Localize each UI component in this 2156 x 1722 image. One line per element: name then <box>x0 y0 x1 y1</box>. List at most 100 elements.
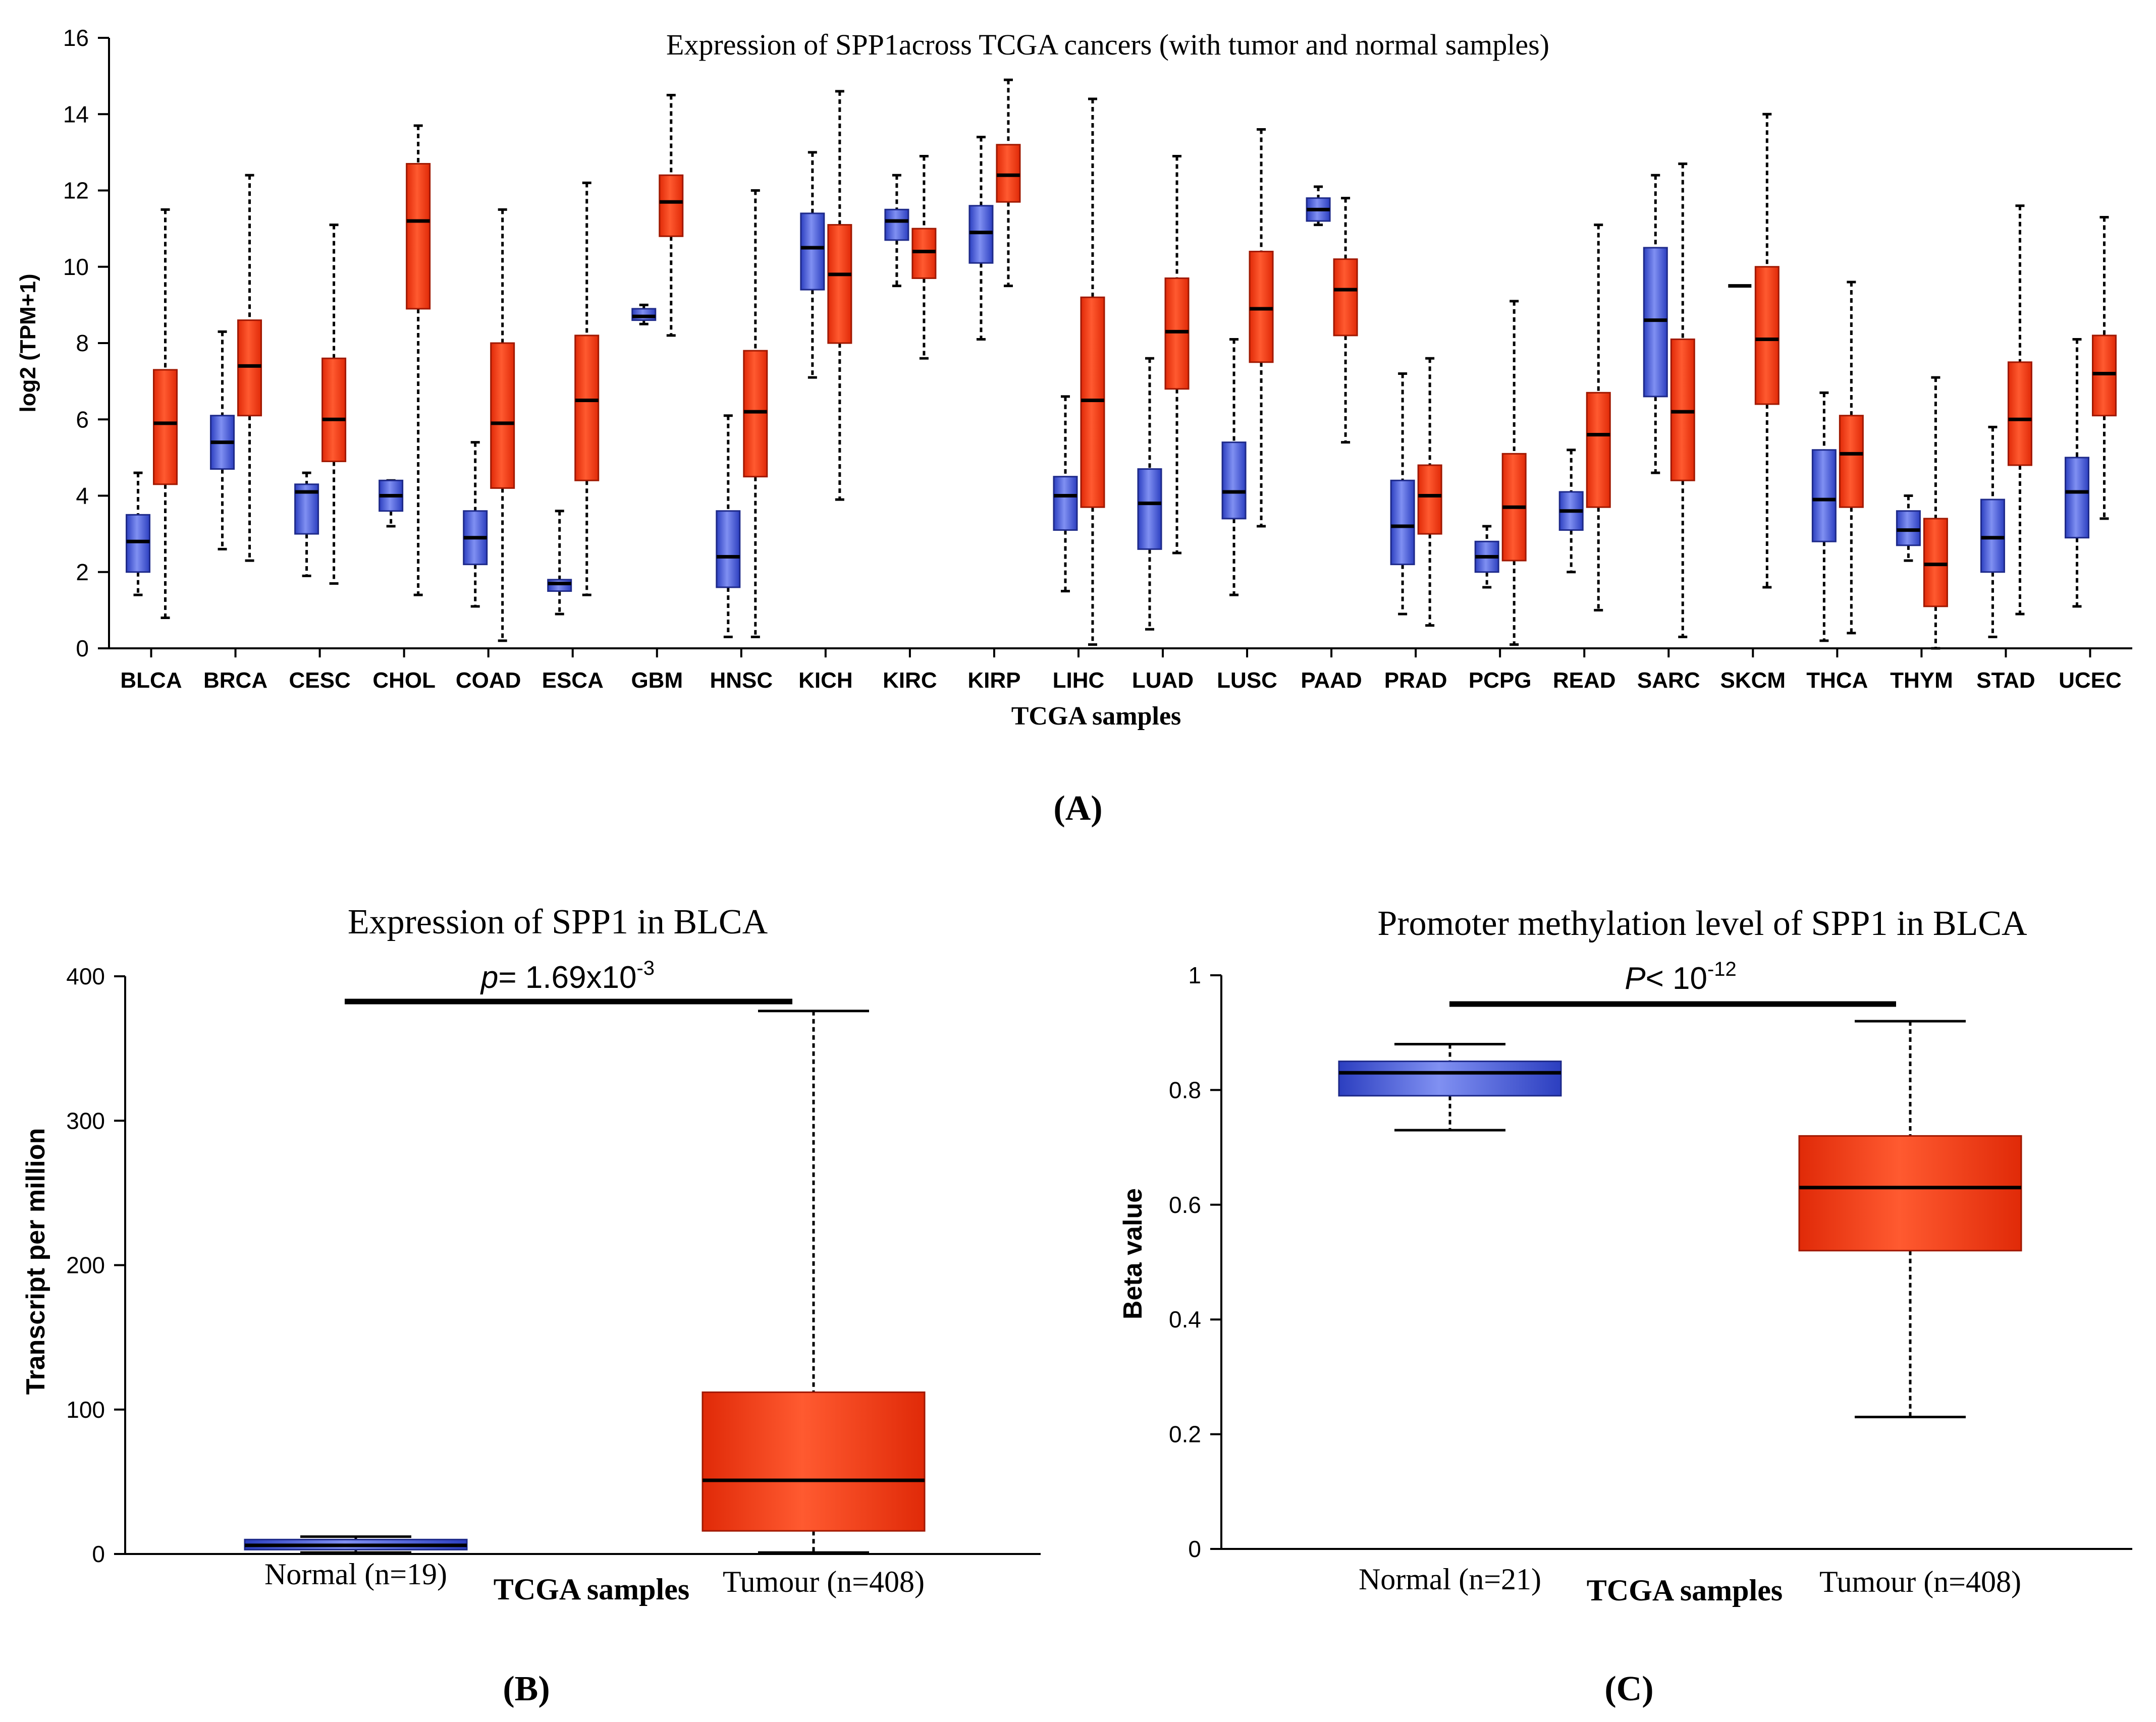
chart-c-y-tick-label: 0.2 <box>1169 1421 1201 1448</box>
chart-a-x-tick-label: KICH <box>798 668 853 693</box>
normal-lihc-box <box>1053 476 1078 531</box>
chart-a-x-tick-label: PAAD <box>1301 668 1362 693</box>
chart-b-x-category-label: Tumour (n=408) <box>723 1565 925 1598</box>
chart-c-x-category-label: Normal (n=21) <box>1359 1563 1541 1596</box>
chart-c-annotation-prefix: P <box>1625 961 1645 996</box>
panel-b-chart: Expression of SPP1 in BLCA Transcript pe… <box>21 903 1041 1606</box>
chart-b-x-category-label: Normal (n=19) <box>264 1558 447 1591</box>
tumor-read-box <box>1586 392 1611 508</box>
chart-a-category-blca <box>126 208 178 619</box>
tumor-stad-box <box>2007 361 2032 466</box>
chart-a-x-tick-label: COAD <box>456 668 521 693</box>
chart-a-category-lusc <box>1221 128 1274 596</box>
chart-c-title: Promoter methylation level of SPP1 in BL… <box>1377 904 2027 943</box>
chart-a-x-tick-label: KIRP <box>967 668 1020 693</box>
chart-b-y-tick-label: 200 <box>66 1252 105 1279</box>
chart-a-x-tick-label: ESCA <box>542 668 604 693</box>
chart-a-x-tick-label: GBM <box>631 668 683 693</box>
chart-b-y-tick-label: 0 <box>92 1541 105 1567</box>
chart-a-category-paad <box>1306 185 1358 444</box>
chart-a-y-tick-label: 0 <box>76 635 89 661</box>
chart-b-annotation-text: = 1.69x10 <box>498 960 636 995</box>
chart-a-category-chol <box>379 124 431 596</box>
normal-lusc-box <box>1221 441 1247 520</box>
chart-a-y-tick-label: 8 <box>76 330 89 356</box>
chart-a-x-tick-label: HNSC <box>710 668 773 693</box>
chart-a-category-sarc <box>1643 162 1695 638</box>
chart-a-category-ucec <box>2064 215 2117 608</box>
chart-b-annotation-exponent: -3 <box>636 957 655 979</box>
chart-a-x-tick-label: BRCA <box>203 668 267 693</box>
chart-a-x-tick-label: LUAD <box>1132 668 1194 693</box>
chart-a-x-tick-label: SARC <box>1637 668 1700 693</box>
chart-c-x-category-label: Tumour (n=408) <box>1819 1565 2021 1598</box>
normal-kirc-box <box>884 208 909 241</box>
chart-a-category-kich <box>800 90 852 501</box>
chart-a-x-tick-label: BLCA <box>120 668 182 693</box>
chart-b-y-tick-label: 300 <box>66 1107 105 1134</box>
normal-kirp-box <box>968 205 994 264</box>
chart-b-tumour-box <box>702 1391 926 1532</box>
chart-a-category-stad <box>1980 204 2032 638</box>
chart-a-y-tick-label: 2 <box>76 559 89 585</box>
chart-a-xlabel: TCGA samples <box>1011 702 1181 731</box>
chart-a-y-tick-label: 10 <box>63 254 89 280</box>
chart-a-y-tick-label: 16 <box>63 25 89 51</box>
chart-c-y-tick-label: 0.8 <box>1169 1077 1201 1103</box>
chart-a-category-gbm <box>631 93 684 337</box>
tumor-thym-box <box>1923 518 1948 607</box>
chart-a-x-axis: BLCA BRCA CESC CHOL COAD ESCA GBM HNSC KICH KIRC K… <box>109 647 2132 693</box>
chart-c-annotation: P< 10-12 <box>1625 958 1737 996</box>
tumor-chol-box <box>406 163 431 310</box>
chart-a-x-tick-label: KIRC <box>883 668 937 693</box>
chart-b-y-tick-label: 100 <box>66 1397 105 1423</box>
chart-c-y-tick-label: 0 <box>1188 1536 1201 1562</box>
tumor-kirp-box <box>996 144 1021 203</box>
chart-c-ylabel: Beta value <box>1118 1188 1148 1319</box>
chart-a-category-skcm <box>1728 113 1780 589</box>
tumor-thca-box <box>1839 415 1864 508</box>
chart-a-y-axis: 0 2 4 6 8 10 12 14 16 <box>63 25 110 661</box>
chart-c-y-tick-label: 0.6 <box>1169 1192 1201 1218</box>
chart-a-x-tick-label: PRAD <box>1384 668 1447 693</box>
chart-b-ylabel: Transcript per million <box>21 1128 50 1395</box>
chart-a-category-coad <box>463 208 515 642</box>
tumor-brca-box <box>237 319 262 417</box>
chart-a-y-tick-label: 12 <box>63 178 89 204</box>
chart-a-category-hnsc <box>716 189 768 638</box>
chart-c-plot: 0 0.2 0.4 0.6 0.8 1 Normal (n=21) Tumour (n=408… <box>1169 962 2132 1598</box>
tumor-lusc-box <box>1249 251 1274 363</box>
tumor-kirc-box <box>911 228 937 279</box>
chart-a-x-tick-label: LIHC <box>1053 668 1105 693</box>
chart-a-category-lihc <box>1053 97 1105 646</box>
panel-label-a: (A) <box>1053 789 1102 828</box>
chart-b-xlabel: TCGA samples <box>494 1573 689 1606</box>
normal-esca-box <box>547 579 572 592</box>
chart-a-ylabel: log2 (TPM+1) <box>16 273 40 412</box>
chart-a-x-tick-label: CHOL <box>372 668 436 693</box>
tumor-cesc-box <box>321 357 347 462</box>
chart-a-x-tick-label: SKCM <box>1720 668 1786 693</box>
panel-label-b: (B) <box>503 1670 550 1708</box>
normal-thca-box <box>1811 449 1837 542</box>
chart-c-annotation-exponent: -12 <box>1707 958 1737 980</box>
normal-blca-box <box>126 514 151 573</box>
chart-a-category-read <box>1558 224 1611 612</box>
panel-label-c: (C) <box>1604 1670 1653 1708</box>
chart-a-x-tick-label: LUSC <box>1217 668 1277 693</box>
chart-b-annotation: p= 1.69x10-3 <box>480 957 655 995</box>
chart-a-category-esca <box>547 181 600 616</box>
chart-a-x-tick-label: PCPG <box>1469 668 1532 693</box>
chart-a-category-kirc <box>884 154 937 360</box>
chart-c-tumour-box <box>1798 1135 2022 1252</box>
chart-a-category-pcpg <box>1474 300 1527 646</box>
normal-prad-box <box>1390 479 1415 566</box>
chart-b-title: Expression of SPP1 in BLCA <box>348 903 768 941</box>
normal-ucec-box <box>2064 457 2089 539</box>
chart-a-x-tick-label: UCEC <box>2059 668 2122 693</box>
normal-hnsc-box <box>716 510 741 588</box>
tumor-blca-box <box>153 369 178 485</box>
chart-a-x-tick-label: STAD <box>1976 668 2035 693</box>
chart-a-y-tick-label: 6 <box>76 406 89 432</box>
tumor-coad-box <box>490 342 515 489</box>
